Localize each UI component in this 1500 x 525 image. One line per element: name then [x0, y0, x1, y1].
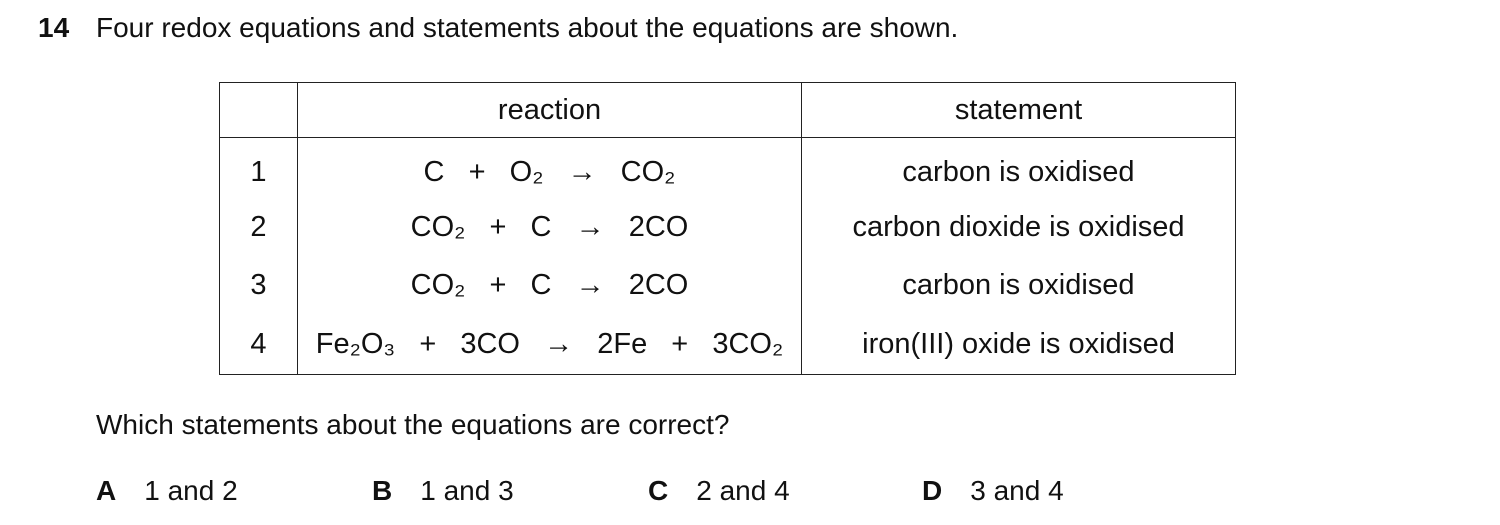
table-row: 3 CO₂ + C → 2CO carbon is oxidised	[219, 256, 1236, 315]
row-statement: carbon is oxidised	[801, 137, 1236, 198]
row-number: 3	[219, 256, 298, 315]
table-row: 1 C + O₂ → CO₂ carbon is oxidised	[219, 137, 1236, 198]
option-text: 1 and 2	[144, 475, 238, 506]
row-number: 2	[219, 198, 298, 257]
header-number	[219, 82, 298, 138]
option-letter: B	[372, 475, 393, 506]
option-letter: C	[648, 475, 669, 506]
option-b[interactable]: B 1 and 3	[372, 475, 514, 507]
question-stem: Which statements about the equations are…	[96, 409, 730, 440]
option-letter: A	[96, 475, 117, 506]
row-reaction: C + O₂ → CO₂	[297, 137, 802, 198]
header-statement: statement	[801, 82, 1236, 138]
question-number: 14	[38, 12, 70, 43]
option-text: 3 and 4	[970, 475, 1064, 506]
row-statement: iron(III) oxide is oxidised	[801, 315, 1236, 375]
table-header: reaction statement	[219, 82, 1236, 138]
row-reaction: CO₂ + C → 2CO	[297, 256, 802, 315]
row-number: 1	[219, 137, 298, 198]
row-statement: carbon dioxide is oxidised	[801, 198, 1236, 257]
option-c[interactable]: C 2 and 4	[648, 475, 790, 507]
row-statement: carbon is oxidised	[801, 256, 1236, 315]
option-letter: D	[922, 475, 943, 506]
row-number: 4	[219, 315, 298, 375]
option-text: 1 and 3	[420, 475, 514, 506]
table-row: 4 Fe₂O₃ + 3CO → 2Fe + 3CO₂ iron(III) oxi…	[219, 315, 1236, 375]
row-reaction: Fe₂O₃ + 3CO → 2Fe + 3CO₂	[297, 315, 802, 375]
row-reaction: CO₂ + C → 2CO	[297, 198, 802, 257]
option-text: 2 and 4	[696, 475, 790, 506]
question-text: Four redox equations and statements abou…	[96, 12, 959, 43]
table-row: 2 CO₂ + C → 2CO carbon dioxide is oxidis…	[219, 198, 1236, 257]
header-reaction: reaction	[297, 82, 802, 138]
option-d[interactable]: D 3 and 4	[922, 475, 1064, 507]
redox-table: reaction statement 1 C + O₂ → CO₂ carbon…	[219, 82, 1236, 375]
option-a[interactable]: A 1 and 2	[96, 475, 238, 507]
